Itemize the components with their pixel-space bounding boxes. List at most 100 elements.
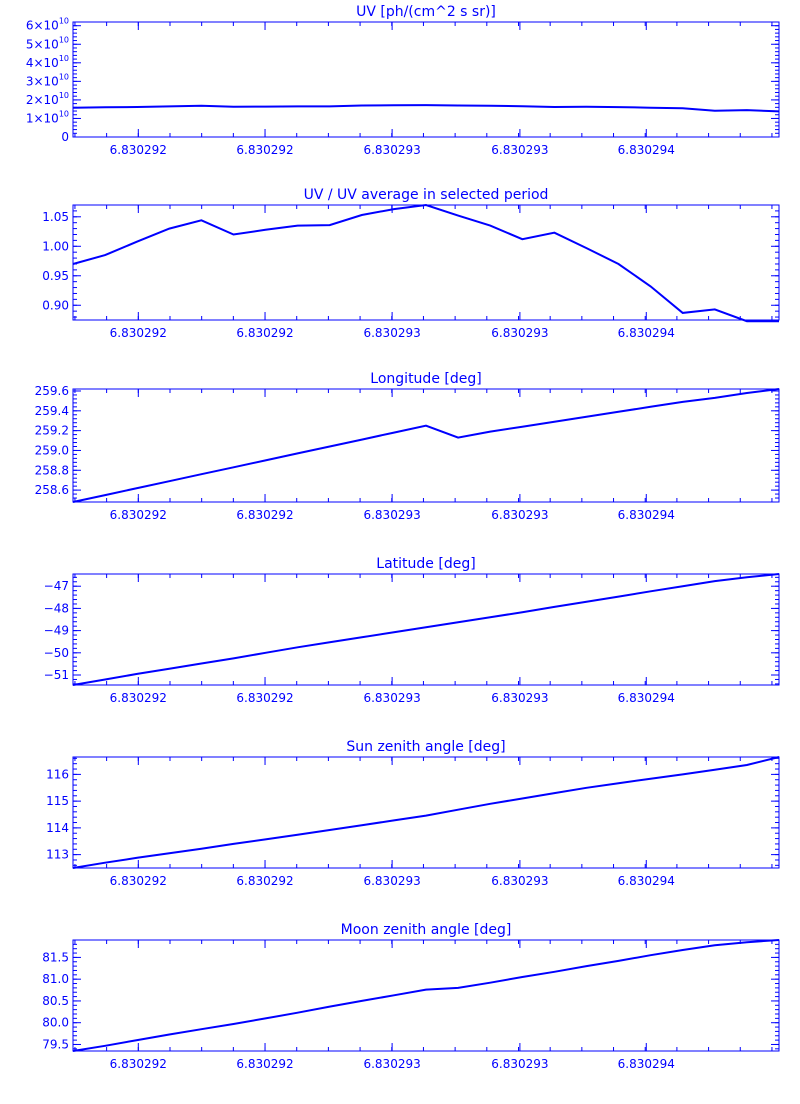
y-tick-label: 80.0 xyxy=(42,1016,69,1030)
y-tick-label: 81.5 xyxy=(42,950,69,964)
x-tick-label: 6.830292 xyxy=(236,143,293,157)
x-tick-label: 6.830293 xyxy=(363,326,420,340)
y-tick-label: 79.5 xyxy=(42,1037,69,1051)
y-tick-label: 81.0 xyxy=(42,972,69,986)
y-tick-label-base: 4×10 xyxy=(26,56,59,70)
y-tick-label: 2×1010 xyxy=(26,91,69,107)
x-tick-label: 6.830293 xyxy=(491,1057,548,1071)
x-tick-label: 6.830292 xyxy=(110,326,167,340)
chart-title: Latitude [deg] xyxy=(376,556,475,572)
y-tick-label-base: 5×10 xyxy=(26,37,59,51)
x-tick-label: 6.830293 xyxy=(363,508,420,522)
y-tick-label: −48 xyxy=(44,601,69,615)
y-tick-label: 0 xyxy=(61,130,69,144)
x-tick-label: 6.830294 xyxy=(618,326,675,340)
y-tick-label: 80.5 xyxy=(42,994,69,1008)
x-tick-label: 6.830292 xyxy=(236,508,293,522)
x-tick-label: 6.830293 xyxy=(491,508,548,522)
plot-frame xyxy=(72,573,780,686)
chart-title: Sun zenith angle [deg] xyxy=(346,739,505,755)
chart-panel-4: Latitude [deg] −51 −50 −49 −48 −47 6.830292 6.8… xyxy=(44,556,780,705)
chart-panel-1: UV [ph/(cm^2 s sr)]01×10102×10103×10104×… xyxy=(26,4,780,157)
x-tick-label: 6.830292 xyxy=(110,508,167,522)
y-tick-label: 3×1010 xyxy=(26,72,69,88)
plot-frame xyxy=(72,204,780,321)
x-tick-label: 6.830293 xyxy=(363,874,420,888)
y-tick-label-base: 3×10 xyxy=(26,74,59,88)
y-tick-label: −49 xyxy=(44,624,69,638)
series-line xyxy=(72,756,780,869)
x-tick-label: 6.830294 xyxy=(618,143,675,157)
plot-frame xyxy=(72,21,780,138)
y-tick-label: 259.0 xyxy=(35,443,69,457)
chart-title: Moon zenith angle [deg] xyxy=(341,922,512,938)
y-tick-label: 1.05 xyxy=(42,210,69,224)
x-tick-label: 6.830293 xyxy=(363,1057,420,1071)
x-tick-label: 6.830293 xyxy=(491,143,548,157)
x-tick-label: 6.830294 xyxy=(618,874,675,888)
y-tick-label-base: 0 xyxy=(61,130,69,144)
plot-frame xyxy=(72,388,780,503)
x-tick-label: 6.830292 xyxy=(110,691,167,705)
y-tick-label: −51 xyxy=(44,668,69,682)
y-tick-label-base: 2×10 xyxy=(26,93,59,107)
y-tick-label: 259.4 xyxy=(35,404,69,418)
y-tick-label: 0.90 xyxy=(42,298,69,312)
plot-frame xyxy=(72,756,780,869)
y-tick-label-exponent: 10 xyxy=(59,91,69,100)
y-tick-label: 4×1010 xyxy=(26,54,69,70)
y-tick-label: 258.6 xyxy=(35,483,69,497)
chart-panel-2: UV / UV average in selected period 0.90 0.… xyxy=(42,187,780,340)
y-tick-label: 259.6 xyxy=(35,384,69,398)
series-line xyxy=(72,939,780,1052)
x-tick-label: 6.830293 xyxy=(491,326,548,340)
series-line xyxy=(72,388,780,503)
chart-title: Longitude [deg] xyxy=(370,371,481,387)
chart-panel-5: Sun zenith angle [deg] 113 114 115 116 6.8302… xyxy=(46,739,780,888)
y-tick-label: 1.00 xyxy=(42,239,69,253)
x-tick-label: 6.830294 xyxy=(618,691,675,705)
x-tick-label: 6.830292 xyxy=(236,326,293,340)
x-tick-label: 6.830293 xyxy=(491,874,548,888)
y-tick-label: 116 xyxy=(46,767,69,781)
x-tick-label: 6.830293 xyxy=(491,691,548,705)
y-tick-label: 113 xyxy=(46,848,69,862)
chart-panel-6: Moon zenith angle [deg] 79.5 80.0 80.5 81.0 8… xyxy=(42,922,780,1071)
x-tick-label: 6.830292 xyxy=(110,143,167,157)
y-tick-label: 1×1010 xyxy=(26,109,69,125)
y-tick-label: 259.2 xyxy=(35,424,69,438)
x-tick-label: 6.830293 xyxy=(363,143,420,157)
y-tick-label: 0.95 xyxy=(42,269,69,283)
chart-panel-3: Longitude [deg] 258.6 258.8 259.0 259.2 259.4… xyxy=(35,371,780,522)
y-tick-label: 5×1010 xyxy=(26,35,69,51)
y-tick-label-exponent: 10 xyxy=(59,72,69,81)
y-tick-label: 6×1010 xyxy=(26,17,69,33)
y-tick-label-exponent: 10 xyxy=(59,35,69,44)
y-tick-label: −47 xyxy=(44,579,69,593)
x-tick-label: 6.830292 xyxy=(236,1057,293,1071)
x-tick-label: 6.830292 xyxy=(110,874,167,888)
y-tick-label: 114 xyxy=(46,821,69,835)
y-tick-label: 258.8 xyxy=(35,463,69,477)
x-tick-label: 6.830292 xyxy=(110,1057,167,1071)
x-tick-label: 6.830294 xyxy=(618,508,675,522)
y-tick-label-exponent: 10 xyxy=(59,109,69,118)
x-tick-label: 6.830294 xyxy=(618,1057,675,1071)
y-tick-label: 115 xyxy=(46,794,69,808)
plot-frame xyxy=(72,939,780,1052)
y-tick-label: −50 xyxy=(44,646,69,660)
x-tick-label: 6.830292 xyxy=(236,874,293,888)
x-tick-label: 6.830293 xyxy=(363,691,420,705)
series-line xyxy=(72,573,780,686)
chart-title: UV [ph/(cm^2 s sr)] xyxy=(356,4,496,20)
series-line xyxy=(72,203,779,323)
y-tick-label-base: 1×10 xyxy=(26,111,59,125)
y-tick-label-base: 6×10 xyxy=(26,19,59,33)
y-tick-label-exponent: 10 xyxy=(59,54,69,63)
y-tick-label-exponent: 10 xyxy=(59,17,69,26)
series-line xyxy=(72,104,780,113)
chart-title: UV / UV average in selected period xyxy=(304,187,549,203)
x-tick-label: 6.830292 xyxy=(236,691,293,705)
